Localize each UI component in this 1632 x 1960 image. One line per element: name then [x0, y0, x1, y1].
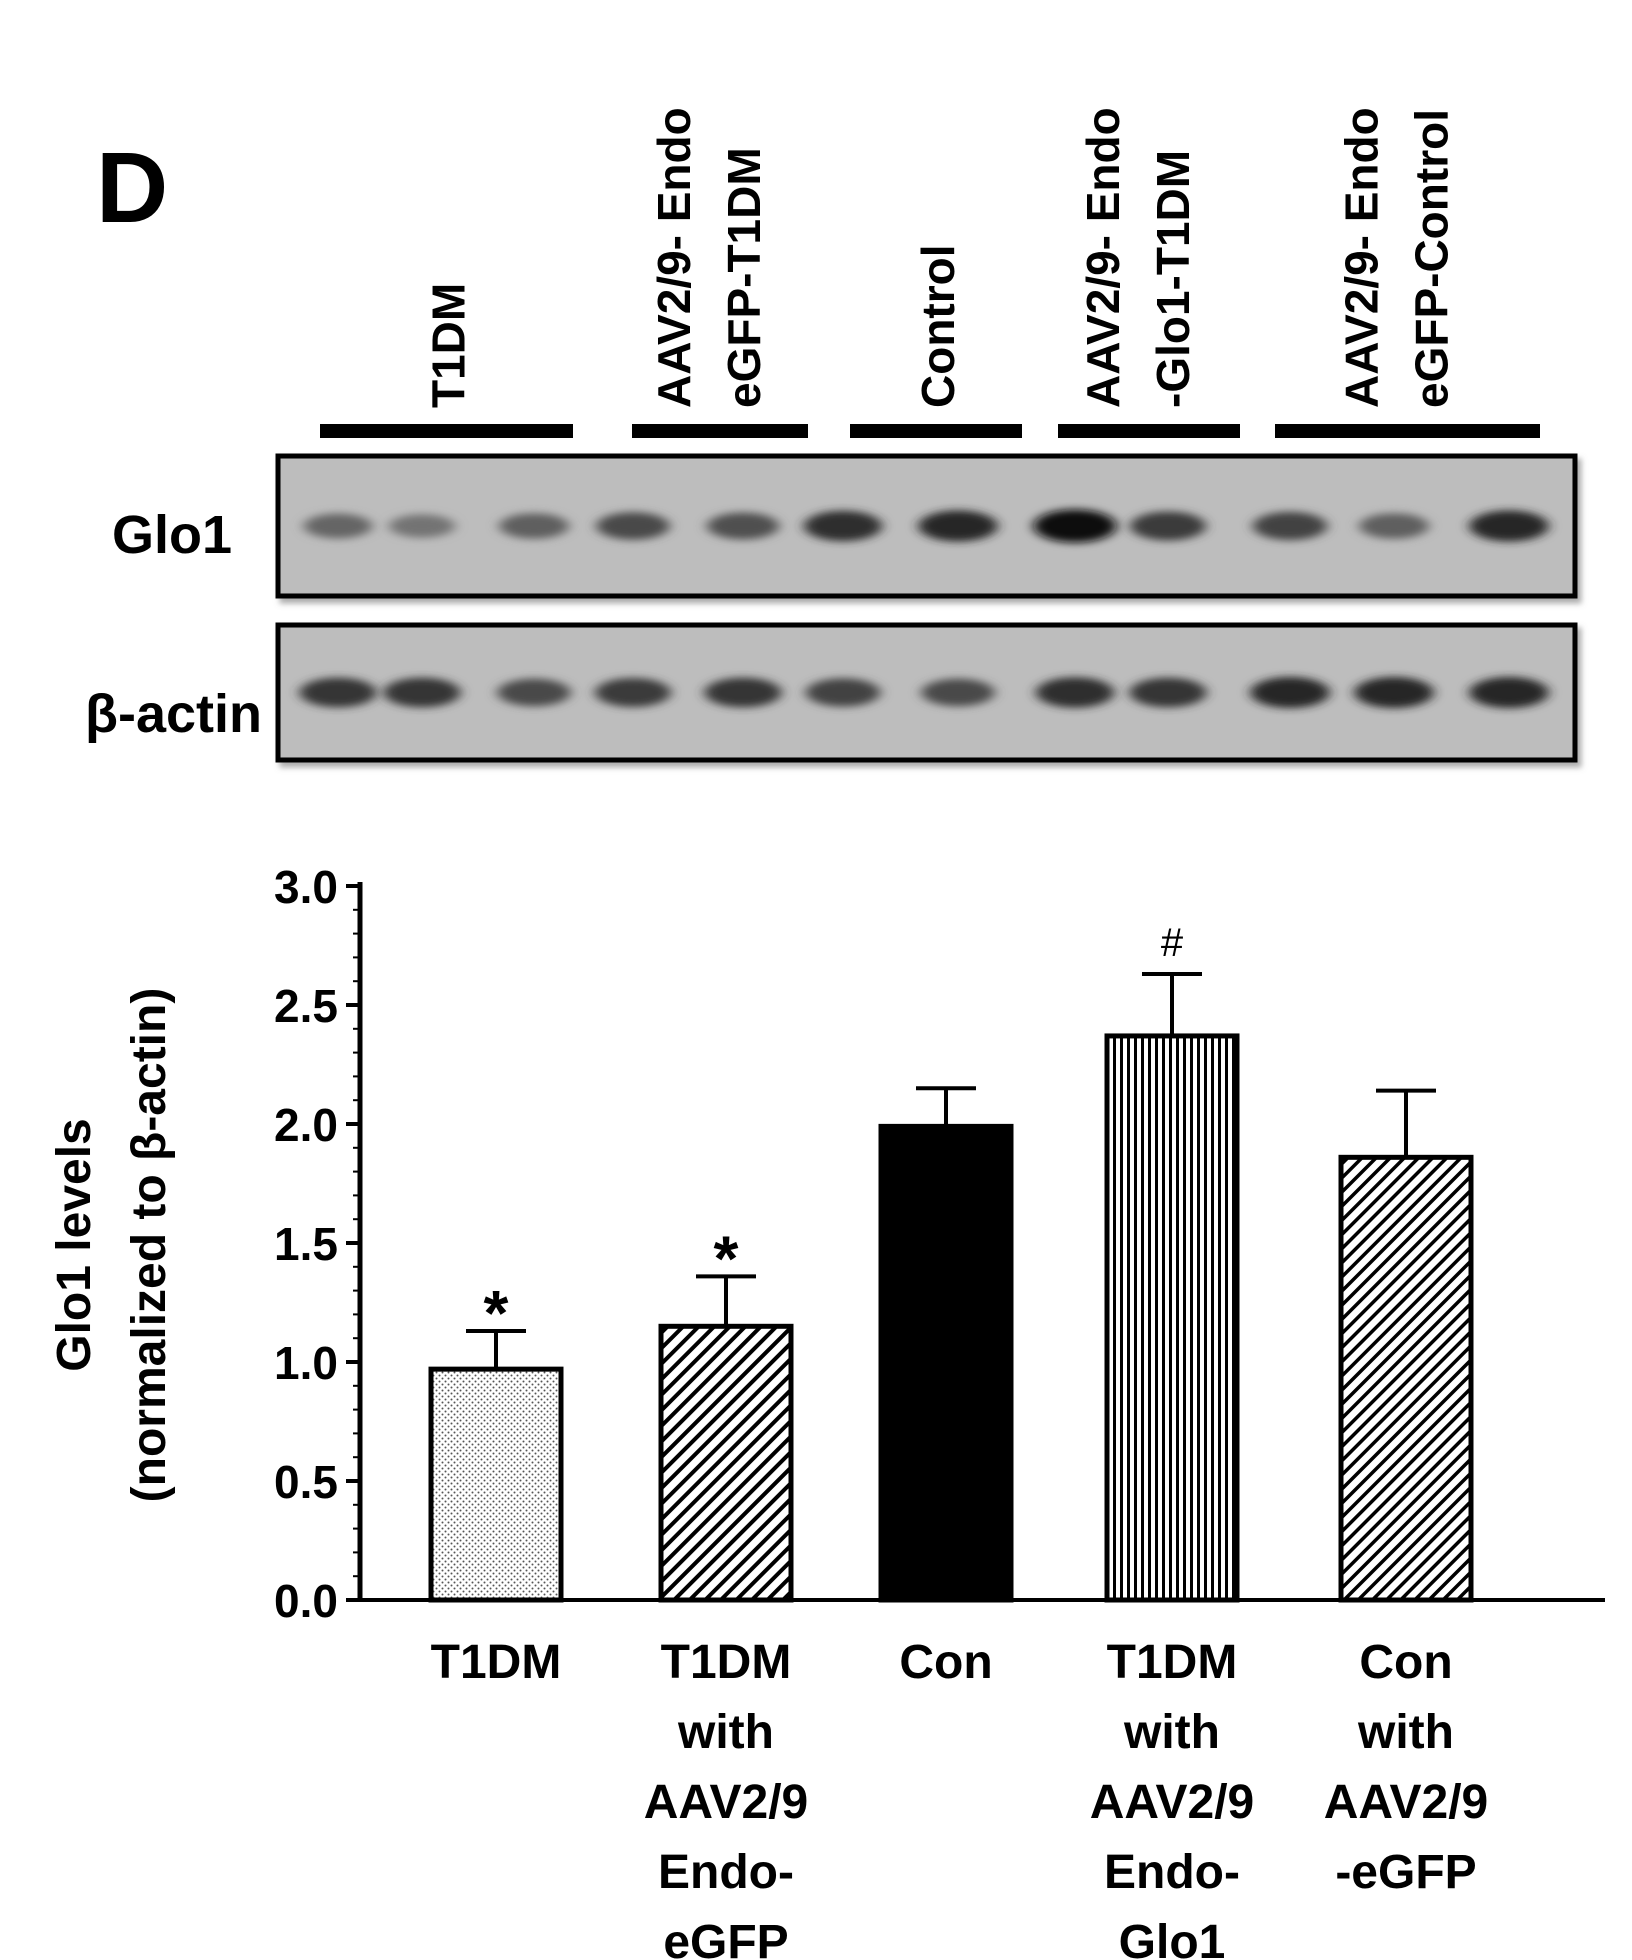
band-1-2: [497, 678, 571, 707]
bar-3: [1104, 1033, 1240, 1603]
group-label-3-1: -Glo1-T1DM: [1147, 150, 1199, 408]
x-label-3-4: Glo1: [1119, 1916, 1226, 1960]
bar-group-3: #: [1104, 921, 1240, 1603]
band-1-1: [383, 677, 461, 708]
blot-row-0: Glo1: [112, 453, 1578, 599]
panel-letter: D: [96, 132, 168, 244]
band-0-2: [499, 513, 569, 539]
y-tick-label: 2.0: [274, 1099, 338, 1151]
group-bar-3: [1058, 424, 1240, 438]
blot-row-1: β-actin: [85, 622, 1578, 763]
group-bar-4: [1275, 424, 1540, 438]
band-0-4: [707, 512, 779, 540]
bar-group-2: [878, 1086, 1014, 1603]
significance-marker-1: *: [714, 1222, 739, 1294]
bar-group-1: *: [658, 1222, 794, 1603]
x-label-1-4: eGFP: [663, 1916, 788, 1960]
band-1-10: [1354, 676, 1434, 709]
x-label-1-2: AAV2/9: [644, 1776, 809, 1829]
band-0-10: [1359, 513, 1429, 539]
bar-4: [1338, 1154, 1474, 1603]
group-label-4-1: eGFP-Control: [1406, 109, 1458, 408]
x-label-3-3: Endo-: [1104, 1846, 1240, 1899]
significance-marker-3: #: [1161, 921, 1184, 965]
x-label-3-0: T1DM: [1107, 1636, 1238, 1689]
band-0-0: [303, 513, 373, 539]
group-label-1-1: eGFP-T1DM: [718, 147, 770, 408]
row-label-0: Glo1: [112, 505, 232, 565]
band-1-11: [1469, 676, 1549, 709]
band-1-5: [805, 678, 881, 707]
significance-marker-0: *: [484, 1277, 509, 1349]
axes: [357, 882, 1605, 1602]
y-axis-ticks: 0.0 0.5 1.0 1.5 2.0 2.5 3.0: [274, 861, 360, 1627]
bar-chart: Glo1 levels (normalized to β-actin) 0.00.…: [48, 861, 1605, 1960]
bar-2: [878, 1123, 1014, 1603]
group-label-1-0: AAV2/9- Endo: [648, 107, 700, 408]
x-label-4-0: Con: [1359, 1636, 1452, 1689]
group-label-4-0: AAV2/9- Endo: [1336, 107, 1388, 408]
band-1-0: [299, 677, 377, 708]
band-1-4: [704, 677, 782, 708]
band-1-9: [1250, 676, 1330, 709]
band-0-6: [918, 510, 998, 542]
blot-group-headers: T1DM AAV2/9- Endo eGFP-T1DM Control AAV2/9- …: [320, 107, 1540, 438]
y-tick-label: 3.0: [274, 861, 338, 913]
group-bar-0: [320, 424, 573, 438]
row-label-1: β-actin: [85, 684, 262, 744]
group-label-3-0: AAV2/9- Endo: [1077, 107, 1129, 408]
x-label-1-1: with: [677, 1706, 774, 1759]
x-label-2-0: Con: [899, 1636, 992, 1689]
x-label-3-2: AAV2/9: [1090, 1776, 1255, 1829]
y-tick-label: 0.0: [274, 1575, 338, 1627]
group-label-0-0: T1DM: [423, 283, 475, 408]
x-label-3-1: with: [1123, 1706, 1220, 1759]
band-1-7: [1036, 677, 1114, 708]
x-label-4-3: -eGFP: [1335, 1846, 1476, 1899]
x-label-0-0: T1DM: [431, 1636, 562, 1689]
bar-0: [428, 1366, 564, 1603]
bar-group-4: [1338, 1088, 1474, 1603]
band-1-6: [921, 678, 995, 707]
band-0-8: [1130, 511, 1206, 541]
x-axis-labels: T1DM T1DM with AAV2/9 Endo-eGFP Con T1DM with AA…: [431, 1636, 1489, 1960]
group-label-2-0: Control: [912, 244, 964, 408]
y-axis-label: Glo1 levels (normalized to β-actin): [48, 988, 176, 1503]
band-0-1: [389, 514, 455, 538]
band-1-3: [595, 677, 671, 708]
x-label-1-0: T1DM: [661, 1636, 792, 1689]
y-tick-label: 1.5: [274, 1218, 338, 1270]
band-1-8: [1129, 677, 1207, 708]
group-bar-1: [632, 424, 808, 438]
y-label-line-0: Glo1 levels: [48, 1118, 101, 1371]
y-tick-label: 0.5: [274, 1456, 338, 1508]
band-0-3: [596, 512, 670, 540]
y-label-line-1: (normalized to β-actin): [123, 988, 176, 1503]
x-label-1-3: Endo-: [658, 1846, 794, 1899]
bar-1: [658, 1323, 794, 1603]
band-0-7: [1033, 509, 1117, 543]
x-label-4-1: with: [1357, 1706, 1454, 1759]
band-0-5: [804, 510, 882, 542]
x-label-4-2: AAV2/9: [1324, 1776, 1489, 1829]
y-tick-label: 1.0: [274, 1337, 338, 1389]
y-tick-label: 2.5: [274, 980, 338, 1032]
band-0-11: [1469, 510, 1549, 542]
group-bar-2: [850, 424, 1022, 438]
bars: * * #: [428, 921, 1474, 1603]
blot-rows: Glo1 β-actin: [85, 453, 1578, 763]
band-0-9: [1252, 511, 1328, 541]
bar-group-0: *: [428, 1277, 564, 1603]
